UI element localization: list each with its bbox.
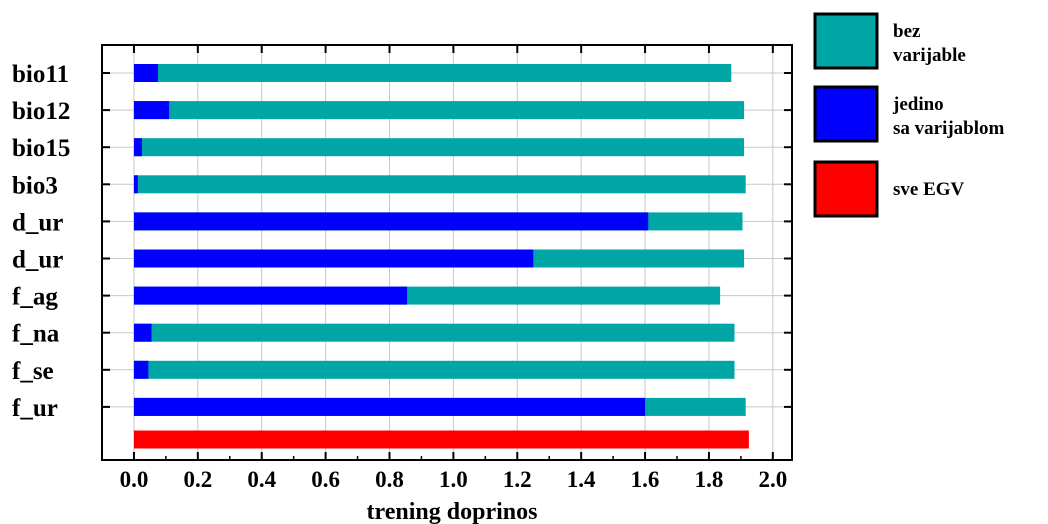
legend-label: sa varijablom xyxy=(893,118,1005,139)
bar-bez-varijable xyxy=(133,64,732,82)
x-tick-label: 0.4 xyxy=(247,467,276,492)
plot-frame xyxy=(101,44,793,461)
bar-bez-varijable xyxy=(133,175,746,194)
bar-jedino-sa-varijablom xyxy=(133,249,534,268)
x-tick-label: 0.6 xyxy=(311,467,340,492)
x-tick-label: 2.0 xyxy=(758,467,787,492)
bar-jedino-sa-varijablom xyxy=(133,175,138,194)
category-label: bio3 xyxy=(12,172,58,199)
bar-jedino-sa-varijablom xyxy=(133,64,158,82)
category-label: f_ag xyxy=(12,284,58,311)
category-label: bio15 xyxy=(12,135,70,162)
bar-jedino-sa-varijablom xyxy=(133,286,408,305)
legend-label: jedino xyxy=(892,94,944,115)
legend-label: varijable xyxy=(893,45,966,66)
legend-label: bez xyxy=(893,21,921,42)
category-label: d_ur xyxy=(12,247,63,274)
x-tick-label: 1.0 xyxy=(439,467,468,492)
x-tick-label: 1.8 xyxy=(695,467,724,492)
legend-swatch xyxy=(813,160,879,218)
x-tick-label: 0.2 xyxy=(183,467,212,492)
legend-swatch xyxy=(813,12,879,70)
bar-bez-varijable xyxy=(133,101,745,120)
x-axis-title: trening doprinos xyxy=(367,499,538,524)
category-label: f_na xyxy=(12,321,60,348)
bar-jedino-sa-varijablom xyxy=(133,397,646,416)
category-label: d_ur xyxy=(12,209,63,236)
bar-bez-varijable xyxy=(133,323,735,342)
category-labels: bio11 bio12 bio15 bio3 d_ur d_ur f_ag f_na f_sef… xyxy=(12,61,70,422)
bar-jedino-sa-varijablom xyxy=(133,101,170,120)
bar-jedino-sa-varijablom xyxy=(133,360,149,379)
legend-swatch xyxy=(813,85,879,143)
legend-label: sve EGV xyxy=(893,179,965,200)
category-label: f_ur xyxy=(12,395,58,422)
bars xyxy=(133,64,749,449)
category-label: bio12 xyxy=(12,98,70,125)
bar-jedino-sa-varijablom xyxy=(133,323,152,342)
bar-bez-varijable xyxy=(133,360,735,379)
x-ticks: 0.0 0.2 0.4 0.6 0.8 1.0 1.2 1.4 1.6 1.8 2.0 xyxy=(102,45,792,492)
x-tick-label: 1.4 xyxy=(567,467,596,492)
bar-jedino-sa-varijablom xyxy=(133,138,142,157)
bar-sve-egv xyxy=(133,430,749,449)
x-tick-label: 0.0 xyxy=(120,467,149,492)
legend: bez varijable jedino sa varijablom sve EGV xyxy=(813,12,1005,218)
bar-bez-varijable xyxy=(133,138,745,157)
category-label: f_se xyxy=(12,358,54,385)
x-tick-label: 1.6 xyxy=(631,467,660,492)
bar-jedino-sa-varijablom xyxy=(133,212,649,231)
category-label: bio11 xyxy=(12,61,69,88)
x-tick-label: 1.2 xyxy=(503,467,532,492)
x-tick-label: 0.8 xyxy=(375,467,404,492)
